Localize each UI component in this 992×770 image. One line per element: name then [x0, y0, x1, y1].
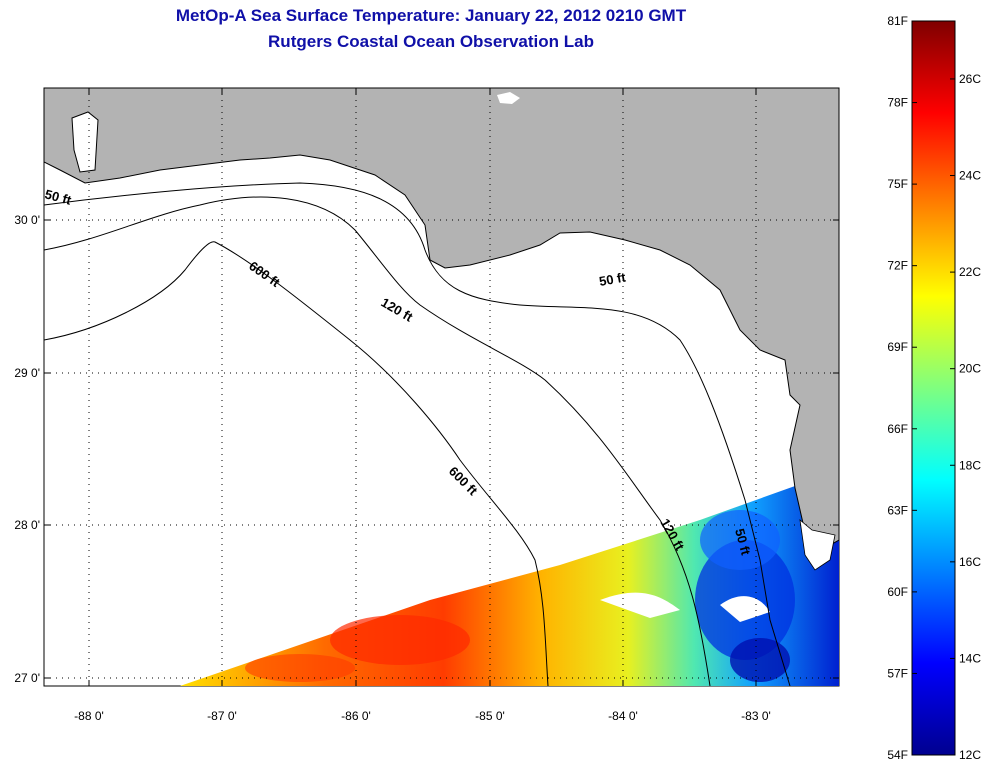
colorbar-c-tick: 18C [959, 458, 981, 472]
colorbar-c-tick: 22C [959, 265, 981, 279]
colorbar-c-tick: 26C [959, 72, 981, 86]
colorbar-f-tick: 69F [887, 340, 908, 354]
colorbar-c-tick: 16C [959, 555, 981, 569]
graticule [44, 88, 839, 686]
x-tick-label: -83 0' [741, 709, 771, 723]
contour-label-50ft: 50 ft [43, 186, 73, 208]
colorbar-ticks: 81F 78F 75F 72F 69F 66F 63F 60F 57F 54F 26C 24C 22C 2… [887, 14, 981, 762]
map-title: MetOp-A Sea Surface Temperature: January… [175, 6, 687, 25]
colorbar-f-tick: 63F [887, 503, 908, 517]
contour-label-50ft: 50 ft [732, 527, 754, 557]
cloud-gap [600, 592, 680, 618]
colorbar-c-tick: 20C [959, 362, 981, 376]
y-tick-label: 30 0' [14, 213, 40, 227]
tampa-bay [799, 519, 836, 571]
colorbar-f-tick: 60F [887, 585, 908, 599]
colorbar-c-tick: 12C [959, 748, 981, 762]
cold-patch [730, 638, 790, 682]
map-subtitle: Rutgers Coastal Ocean Observation Lab [268, 32, 594, 51]
colorbar-f-tick: 78F [887, 96, 908, 110]
colorbar-f-tick: 72F [887, 259, 908, 273]
contour-120ft [44, 196, 711, 686]
cold-patch [700, 510, 780, 570]
colorbar-f-tick: 66F [887, 422, 908, 436]
mobile-bay [71, 111, 99, 173]
x-tick-label: -87 0' [207, 709, 237, 723]
x-tick-label: -86 0' [341, 709, 371, 723]
colorbar-f-tick: 75F [887, 177, 908, 191]
y-tick-label: 29 0' [14, 366, 40, 380]
contour-label-50ft: 50 ft [598, 269, 628, 289]
contour-50ft [44, 182, 791, 686]
colorbar-c-tick: 14C [959, 651, 981, 665]
colorbar-f-tick: 57F [887, 666, 908, 680]
colorbar-c-tick: 24C [959, 169, 981, 183]
land-mass [44, 88, 839, 567]
x-tick-label: -88 0' [74, 709, 104, 723]
cloud-gap [720, 596, 770, 622]
warm-patch [330, 615, 470, 665]
warm-patch [245, 654, 355, 682]
y-tick-label: 28 0' [14, 518, 40, 532]
contour-600ft [44, 241, 549, 686]
axis-ticks [44, 88, 839, 686]
colorbar [911, 20, 956, 756]
colorbar-f-tick: 54F [887, 748, 908, 762]
y-tick-label: 27 0' [14, 671, 40, 685]
x-tick-label: -84 0' [608, 709, 638, 723]
colorbar-f-tick: 81F [887, 14, 908, 28]
x-tick-label: -85 0' [475, 709, 505, 723]
inland-lake [497, 92, 520, 104]
